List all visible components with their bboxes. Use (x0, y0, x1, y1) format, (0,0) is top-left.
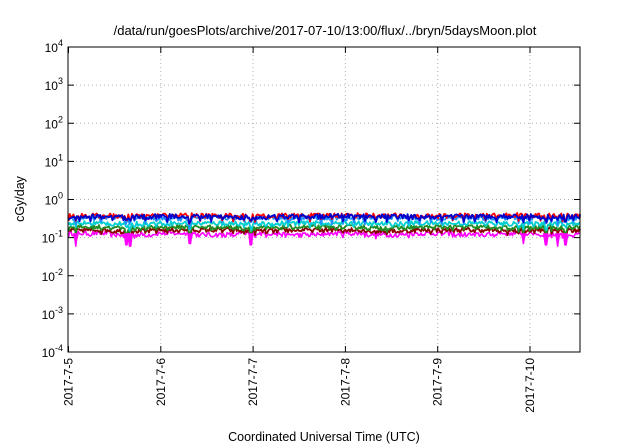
y-tick-base: 10 (42, 270, 56, 284)
dip-spike (554, 233, 561, 247)
x-tick-label: 2017-7-9 (431, 358, 445, 406)
y-tick-base: 10 (45, 117, 59, 131)
y-tick-exponent: -4 (55, 343, 63, 353)
y-tick-exponent: 3 (58, 76, 63, 86)
y-tick-label: 10-1 (42, 229, 63, 246)
x-tick-label: 2017-7-6 (154, 358, 168, 406)
y-tick-exponent: 0 (58, 191, 63, 201)
x-tick-label: 2017-7-8 (338, 358, 352, 406)
series-line (67, 226, 581, 239)
gridlines (68, 47, 580, 352)
y-axis-label: cGy/day (13, 175, 27, 222)
y-tick-base: 10 (45, 79, 59, 93)
y-tick-base: 10 (42, 232, 56, 246)
y-tick-label: 10-2 (42, 267, 63, 284)
series-line (67, 220, 581, 232)
dip-spike (520, 233, 527, 244)
dip-spike (72, 233, 79, 247)
y-tick-label: 10-4 (42, 343, 63, 360)
x-tick-label: 2017-7-10 (523, 358, 537, 413)
series-line (67, 230, 581, 247)
y-tick-base: 10 (42, 346, 56, 360)
dip-spike (542, 233, 549, 245)
chart-title: /data/run/goesPlots/archive/2017-07-10/1… (114, 23, 537, 38)
dip-spike (248, 233, 255, 245)
y-tick-label: 102 (45, 114, 63, 131)
y-tick-base: 10 (45, 194, 59, 208)
y-tick-base: 10 (45, 155, 59, 169)
y-tick-exponent: -2 (55, 267, 63, 277)
y-tick-exponent: -1 (55, 229, 63, 239)
dip-spike (562, 233, 569, 245)
y-tick-exponent: 1 (58, 152, 63, 162)
y-tick-base: 10 (45, 41, 59, 55)
x-axis: 2017-7-5 2017-7-6 2017-7-7 2017-7-8 2017-7-9… (62, 47, 537, 413)
x-tick-label: 2017-7-5 (62, 358, 76, 406)
y-tick-label: 103 (45, 76, 63, 93)
x-axis-label: Coordinated Universal Time (UTC) (228, 430, 420, 444)
y-tick-base: 10 (42, 308, 56, 322)
y-tick-label: 100 (45, 191, 63, 208)
y-tick-label: 101 (45, 152, 63, 169)
y-tick-label: 10-3 (42, 305, 63, 322)
y-tick-label: 104 (45, 38, 63, 55)
y-tick-exponent: -3 (55, 305, 63, 315)
series-line (68, 212, 581, 225)
y-tick-exponent: 2 (58, 114, 63, 124)
y-tick-exponent: 4 (58, 38, 63, 48)
dip-spike (127, 233, 134, 247)
dip-spike (187, 233, 194, 244)
x-tick-label: 2017-7-7 (246, 358, 260, 406)
series-layer (67, 212, 581, 247)
